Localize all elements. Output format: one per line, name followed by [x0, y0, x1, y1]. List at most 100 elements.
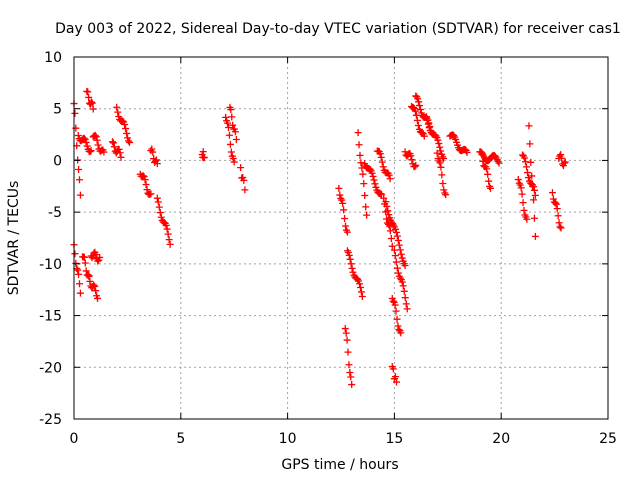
data-point: [222, 113, 230, 121]
axis-ticks: 0 5 10 15 20 25 10 5 0 -5 -10 -15 -20 -25: [39, 50, 617, 447]
data-point: [391, 225, 399, 233]
data-point: [114, 108, 122, 116]
data-point: [157, 213, 165, 221]
data-point: [524, 174, 532, 182]
data-point: [415, 102, 423, 110]
data-point: [403, 305, 411, 313]
data-point: [200, 153, 208, 161]
data-point: [394, 236, 402, 244]
data-point: [561, 158, 569, 166]
data-point: [385, 171, 393, 179]
data-point: [339, 199, 347, 207]
data-point: [531, 232, 539, 240]
data-point: [383, 202, 391, 210]
data-point: [517, 184, 525, 192]
data-point: [530, 186, 538, 194]
data-point: [384, 207, 392, 215]
data-point: [523, 163, 531, 171]
data-point: [514, 176, 522, 184]
data-point: [361, 191, 369, 199]
data-point: [396, 274, 404, 282]
data-point: [237, 164, 245, 172]
data-point: [75, 166, 83, 174]
data-point: [370, 176, 378, 184]
data-point: [402, 300, 410, 308]
data-point: [88, 99, 96, 107]
data-point: [108, 138, 116, 146]
data-point: [359, 170, 367, 178]
data-point: [87, 147, 95, 155]
data-point: [369, 172, 377, 180]
data-point: [553, 205, 561, 213]
data-point: [442, 191, 450, 199]
data-point: [397, 329, 405, 337]
data-point: [92, 251, 100, 259]
data-point: [100, 148, 108, 156]
data-point: [398, 254, 406, 262]
data-point: [357, 288, 365, 296]
data-point: [401, 294, 409, 302]
data-point: [122, 125, 130, 133]
data-point: [420, 132, 428, 140]
data-point: [343, 336, 351, 344]
data-point: [423, 116, 431, 124]
data-point: [440, 186, 448, 194]
data-point: [152, 156, 160, 164]
data-point: [71, 250, 79, 258]
data-point: [520, 206, 528, 214]
data-point: [521, 154, 529, 162]
data-point: [93, 294, 101, 302]
data-point: [354, 275, 362, 283]
x-tick-label: 25: [599, 431, 617, 447]
data-point: [518, 190, 526, 198]
data-point: [525, 122, 533, 130]
data-point: [91, 131, 99, 139]
data-point: [436, 143, 444, 151]
data-point: [396, 246, 404, 254]
data-point: [86, 148, 94, 156]
data-point: [385, 211, 393, 219]
data-point: [343, 228, 351, 236]
data-point: [113, 103, 121, 111]
data-point: [75, 280, 83, 288]
data-point: [84, 88, 92, 96]
data-point: [355, 141, 363, 149]
x-axis-label: GPS time / hours: [281, 457, 398, 473]
data-point: [342, 329, 350, 337]
data-point: [386, 227, 394, 235]
data-point: [81, 259, 89, 267]
data-point: [386, 175, 394, 183]
data-point: [141, 176, 149, 184]
data-point: [414, 95, 422, 103]
data-point: [554, 212, 562, 220]
data-point: [377, 153, 385, 161]
data-point: [71, 109, 79, 117]
data-point: [441, 189, 449, 197]
data-point: [356, 283, 364, 291]
data-point: [92, 133, 100, 141]
data-point: [124, 134, 132, 142]
data-point: [149, 148, 157, 156]
data-point: [433, 149, 441, 157]
data-point: [362, 203, 370, 211]
data-point: [340, 206, 348, 214]
data-point: [348, 381, 356, 389]
data-point: [156, 209, 164, 217]
data-point: [148, 145, 156, 153]
data-point: [400, 287, 408, 295]
data-point: [227, 148, 235, 156]
data-point: [529, 182, 537, 190]
data-point: [439, 153, 447, 161]
data-point: [231, 128, 239, 136]
data-point: [388, 242, 396, 250]
data-point: [495, 159, 503, 167]
x-tick-label: 5: [176, 431, 185, 447]
y-tick-label: -15: [39, 309, 62, 325]
data-point: [166, 240, 174, 248]
data-point: [414, 121, 422, 129]
data-point: [74, 131, 82, 139]
data-point: [345, 251, 353, 259]
data-point: [115, 112, 123, 120]
data-point: [348, 264, 356, 272]
data-point: [225, 131, 233, 139]
